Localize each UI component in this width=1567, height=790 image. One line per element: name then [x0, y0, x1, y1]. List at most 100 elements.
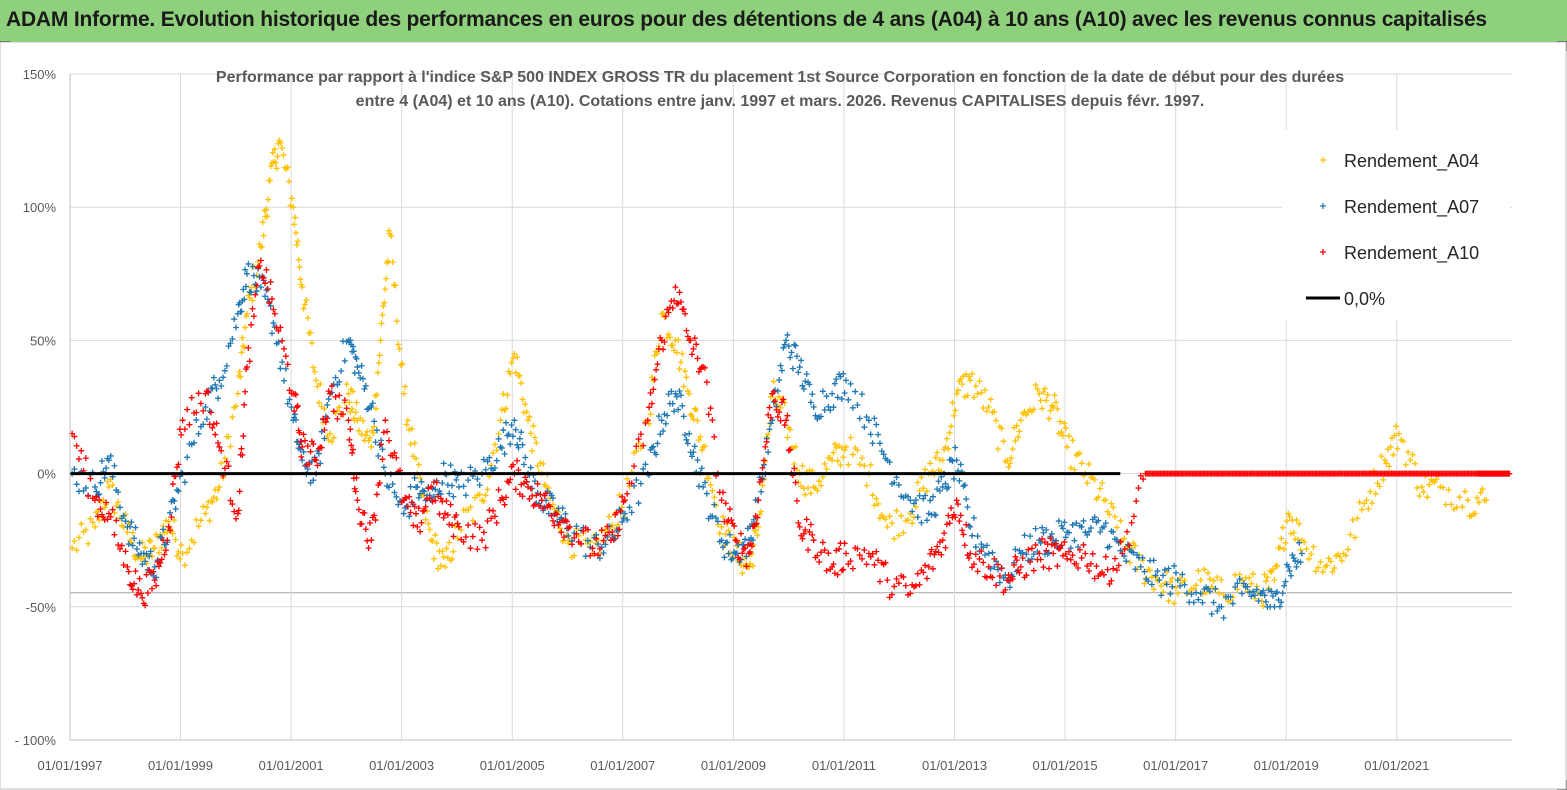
data-point — [736, 556, 743, 563]
data-point — [677, 299, 684, 306]
data-point — [436, 511, 443, 518]
data-point — [693, 341, 700, 348]
data-point — [1317, 559, 1324, 566]
data-point — [101, 474, 108, 481]
data-point — [379, 446, 386, 453]
data-point — [929, 565, 936, 572]
data-point — [354, 497, 361, 504]
data-point — [1115, 562, 1122, 569]
data-point — [186, 545, 193, 552]
data-point — [823, 393, 830, 400]
data-point — [916, 492, 923, 499]
data-point — [507, 441, 514, 448]
data-point — [512, 486, 519, 493]
data-point — [484, 458, 491, 465]
data-point — [783, 337, 790, 344]
data-point — [362, 526, 369, 533]
data-point — [871, 415, 878, 422]
data-point — [151, 545, 158, 552]
data-point — [1086, 528, 1093, 535]
data-point — [1369, 500, 1376, 507]
data-point — [1203, 589, 1210, 596]
data-point — [1201, 566, 1208, 573]
data-point — [916, 581, 923, 588]
data-point — [284, 164, 291, 171]
data-point — [271, 146, 278, 153]
data-point — [882, 516, 889, 523]
data-point — [449, 482, 456, 489]
data-point — [609, 529, 616, 536]
data-point — [214, 439, 221, 446]
data-point — [920, 569, 927, 576]
data-point — [379, 456, 386, 463]
data-point — [1047, 535, 1054, 542]
data-point — [467, 464, 474, 471]
data-point — [987, 396, 994, 403]
data-point — [833, 376, 840, 383]
data-point — [1041, 385, 1048, 392]
data-point — [1040, 564, 1047, 571]
data-point — [273, 165, 280, 172]
data-point — [1015, 434, 1022, 441]
data-point — [677, 392, 684, 399]
data-point — [752, 527, 759, 534]
data-point — [336, 392, 343, 399]
data-point — [957, 461, 964, 468]
y-tick-label: -50% — [26, 600, 57, 615]
data-point — [705, 411, 712, 418]
data-point — [94, 513, 101, 520]
data-point — [788, 349, 795, 356]
data-point — [767, 420, 774, 427]
data-point — [176, 426, 183, 433]
data-point — [684, 333, 691, 340]
data-point — [694, 417, 701, 424]
data-point — [961, 393, 968, 400]
data-point — [460, 483, 467, 490]
data-point — [680, 413, 687, 420]
data-point — [184, 454, 191, 461]
data-point — [256, 263, 263, 270]
data-point — [113, 517, 120, 524]
data-point — [403, 421, 410, 428]
data-point — [124, 563, 131, 570]
data-point — [694, 457, 701, 464]
data-point — [355, 369, 362, 376]
data-point — [1475, 499, 1482, 506]
data-point — [393, 493, 400, 500]
data-point — [248, 321, 255, 328]
data-point — [668, 388, 675, 395]
data-point — [1126, 542, 1133, 549]
data-point — [1418, 483, 1425, 490]
data-point — [558, 529, 565, 536]
data-point — [893, 474, 900, 481]
data-point — [688, 351, 695, 358]
data-point — [1179, 571, 1186, 578]
data-point — [531, 434, 538, 441]
data-point — [719, 544, 726, 551]
data-point — [165, 518, 172, 525]
data-point — [1214, 607, 1221, 614]
data-point — [884, 577, 891, 584]
data-point — [347, 337, 354, 344]
data-point — [1043, 526, 1050, 533]
data-point — [1113, 524, 1120, 531]
data-point — [277, 139, 284, 146]
data-point — [1023, 572, 1030, 579]
data-point — [505, 431, 512, 438]
data-point — [840, 566, 847, 573]
data-point — [595, 552, 602, 559]
data-point — [796, 523, 803, 530]
data-point — [375, 359, 382, 366]
data-point — [415, 505, 422, 512]
y-tick-label: 100% — [23, 200, 57, 215]
data-point — [654, 440, 661, 447]
data-point — [809, 531, 816, 538]
data-point — [260, 232, 267, 239]
data-point — [242, 324, 249, 331]
data-point — [1378, 453, 1385, 460]
data-point — [1363, 497, 1370, 504]
data-point — [1152, 572, 1159, 579]
data-point — [781, 422, 788, 429]
data-point — [898, 512, 905, 519]
data-point — [151, 577, 158, 584]
